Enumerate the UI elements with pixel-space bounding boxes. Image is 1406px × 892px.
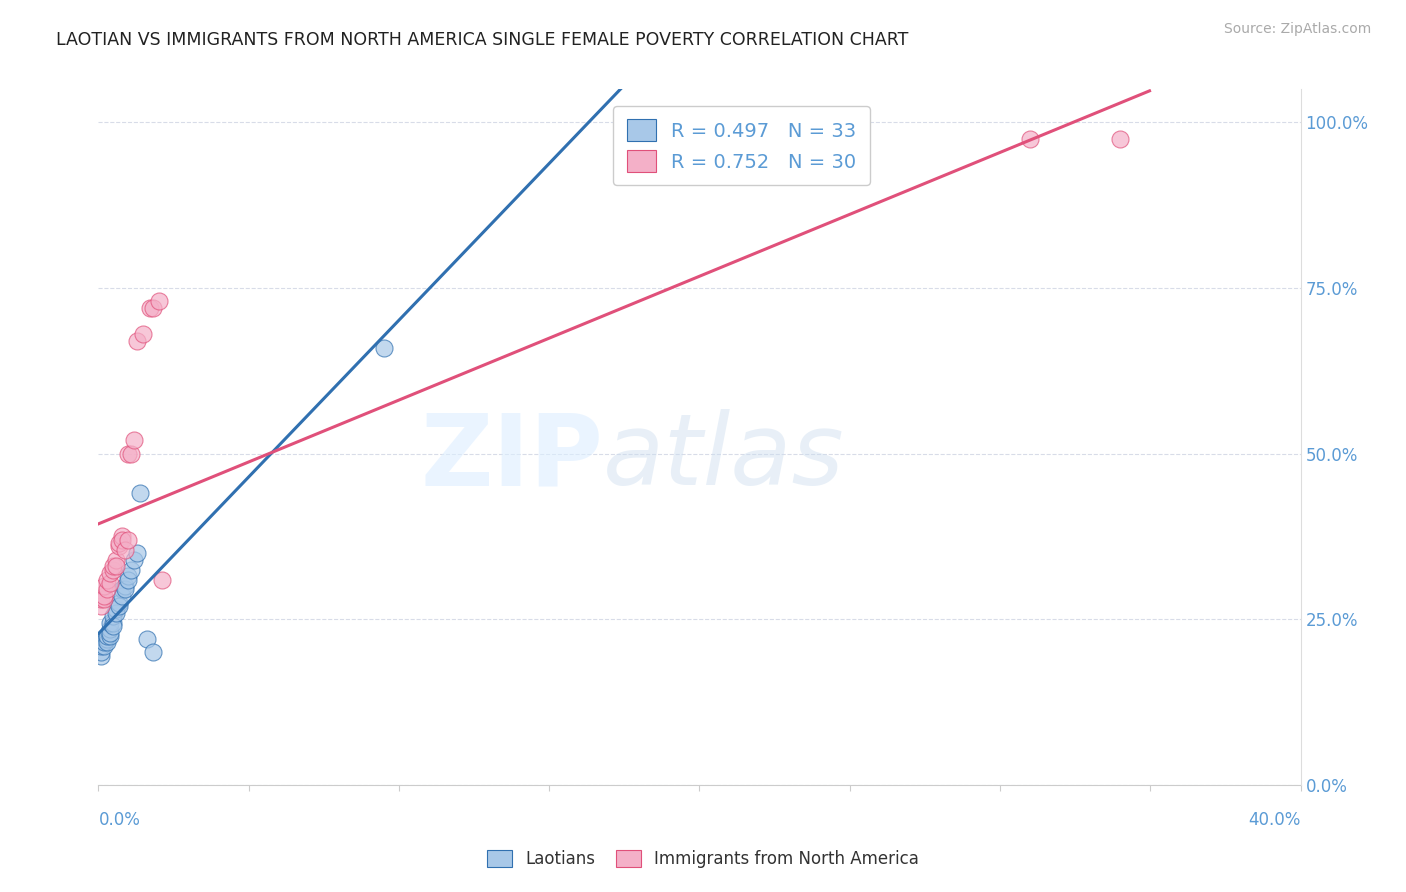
Point: [148, 294, 170, 309]
Point: [114, 582, 136, 597]
Point: [373, 341, 395, 355]
Point: [93, 639, 115, 653]
Text: 40.0%: 40.0%: [1249, 811, 1301, 829]
Text: atlas: atlas: [603, 409, 845, 507]
Point: [96, 629, 118, 643]
Point: [90, 645, 112, 659]
Point: [103, 619, 125, 633]
Point: [124, 434, 146, 448]
Point: [117, 573, 139, 587]
Text: 0.0%: 0.0%: [98, 811, 141, 829]
Point: [108, 599, 131, 613]
Point: [108, 536, 131, 550]
Point: [138, 301, 160, 315]
Point: [93, 632, 115, 647]
Point: [96, 635, 118, 649]
Point: [121, 563, 143, 577]
Point: [96, 632, 118, 647]
Point: [1109, 132, 1132, 146]
Point: [93, 635, 115, 649]
Point: [117, 447, 139, 461]
Point: [124, 552, 146, 566]
Point: [100, 629, 122, 643]
Point: [117, 533, 139, 547]
Point: [114, 579, 136, 593]
Point: [96, 573, 118, 587]
Point: [1019, 132, 1042, 146]
Point: [103, 615, 125, 630]
Point: [90, 639, 112, 653]
Point: [141, 301, 163, 315]
Point: [105, 559, 128, 574]
Text: LAOTIAN VS IMMIGRANTS FROM NORTH AMERICA SINGLE FEMALE POVERTY CORRELATION CHART: LAOTIAN VS IMMIGRANTS FROM NORTH AMERICA…: [56, 31, 908, 49]
Point: [105, 606, 128, 620]
Legend: Laotians, Immigrants from North America: Laotians, Immigrants from North America: [481, 843, 925, 875]
Point: [111, 589, 134, 603]
Point: [117, 569, 139, 583]
Point: [105, 602, 128, 616]
Point: [100, 625, 122, 640]
Legend: R = 0.497   N = 33, R = 0.752   N = 30: R = 0.497 N = 33, R = 0.752 N = 30: [613, 106, 870, 186]
Text: ZIP: ZIP: [420, 409, 603, 507]
Point: [141, 645, 163, 659]
Point: [108, 540, 131, 554]
Point: [93, 579, 115, 593]
Point: [93, 589, 115, 603]
Point: [108, 596, 131, 610]
Point: [96, 582, 118, 597]
Point: [103, 559, 125, 574]
Point: [132, 327, 155, 342]
Point: [100, 622, 122, 636]
Point: [127, 546, 149, 560]
Point: [103, 563, 125, 577]
Point: [114, 542, 136, 557]
Point: [135, 632, 157, 647]
Point: [93, 592, 115, 607]
Point: [127, 334, 149, 348]
Point: [129, 486, 152, 500]
Point: [105, 552, 128, 566]
Point: [100, 566, 122, 580]
Point: [100, 615, 122, 630]
Point: [121, 447, 143, 461]
Point: [150, 573, 173, 587]
Point: [111, 529, 134, 543]
Point: [90, 592, 112, 607]
Text: Source: ZipAtlas.com: Source: ZipAtlas.com: [1223, 22, 1371, 37]
Point: [111, 582, 134, 597]
Point: [111, 533, 134, 547]
Point: [103, 609, 125, 624]
Point: [90, 599, 112, 613]
Point: [100, 575, 122, 590]
Point: [90, 648, 112, 663]
